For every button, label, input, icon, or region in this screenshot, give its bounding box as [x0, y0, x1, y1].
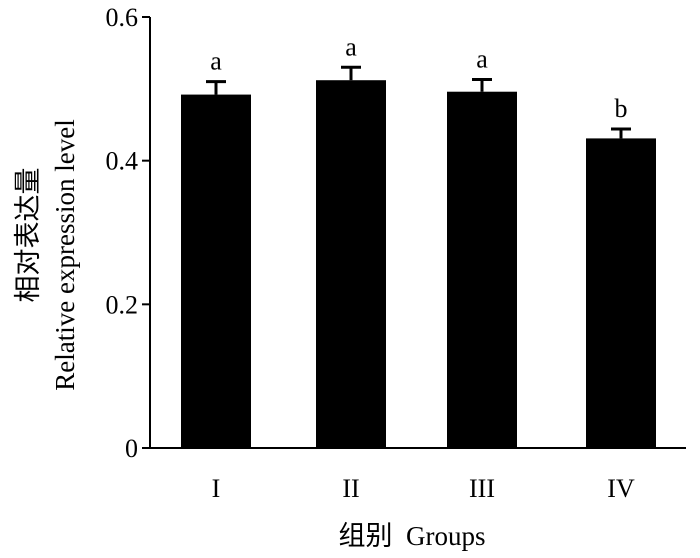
x-tick-label: I — [212, 474, 221, 503]
y-tick-label: 0 — [125, 434, 138, 463]
y-tick-label: 0.6 — [106, 3, 139, 32]
significance-letter: a — [210, 47, 222, 76]
x-tick-label: II — [342, 474, 359, 503]
y-axis: 0 0.2 0.4 0.6 — [106, 3, 151, 463]
y-axis-title-cn: 相对表达量 — [13, 168, 43, 303]
y-tick-label: 0.2 — [106, 290, 139, 319]
significance-letter: a — [476, 44, 488, 73]
bars — [181, 80, 656, 449]
significance-letter: a — [345, 32, 357, 61]
y-axis-title-en: Relative expression level — [50, 119, 80, 390]
significance-letter: b — [615, 94, 628, 123]
significance-labels: a a a b — [210, 32, 627, 123]
y-tick-label: 0.4 — [106, 147, 139, 176]
bar — [181, 94, 251, 448]
x-tick-label: III — [469, 474, 495, 503]
error-bars — [206, 65, 631, 139]
x-tick-label: IV — [607, 474, 635, 503]
bar — [586, 138, 656, 449]
bar — [316, 80, 386, 449]
x-axis: I II III IV — [150, 447, 686, 503]
bar — [447, 91, 517, 448]
x-axis-title: 组别 Groups — [339, 521, 486, 551]
